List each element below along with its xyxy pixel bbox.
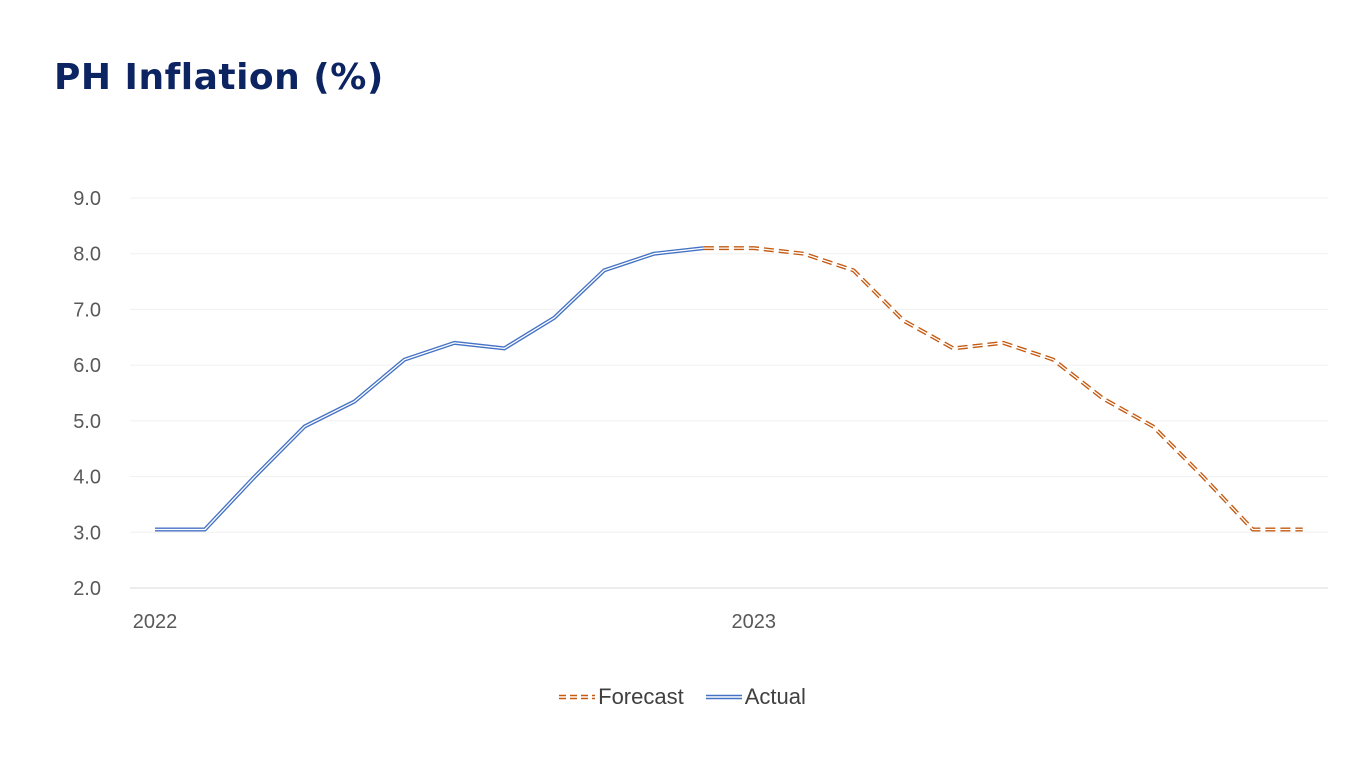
legend-label-forecast: Forecast (598, 684, 684, 709)
y-tick-label: 3.0 (73, 522, 101, 544)
y-tick-label: 5.0 (73, 411, 101, 433)
inflation-line-chart: 2.0 3.0 4.0 5.0 6.0 7.0 8.0 9.0 2022 2023 (73, 188, 1328, 633)
legend-label-actual: Actual (744, 684, 806, 709)
series-line-inner-forecast (703, 247, 1303, 531)
y-tick-label: 9.0 (73, 188, 101, 210)
y-tick-label: 2.0 (73, 578, 101, 600)
series-line-actual (155, 246, 705, 532)
y-tick-label: 6.0 (73, 355, 101, 377)
y-tick-label: 7.0 (73, 299, 101, 321)
legend-item-actual: Actual (705, 684, 806, 710)
legend-swatch-forecast (559, 694, 596, 700)
chart-legend: Forecast Actual (0, 684, 1365, 710)
y-tick-label: 8.0 (73, 244, 101, 266)
legend-item-forecast: Forecast (559, 684, 684, 710)
x-tick-label: 2023 (732, 611, 777, 633)
y-tick-label: 4.0 (73, 467, 101, 489)
series-line-inner-actual (155, 247, 704, 531)
legend-swatch-actual (705, 694, 742, 700)
x-tick-label: 2022 (133, 611, 178, 633)
page-title: PH Inflation (%) (54, 57, 384, 98)
